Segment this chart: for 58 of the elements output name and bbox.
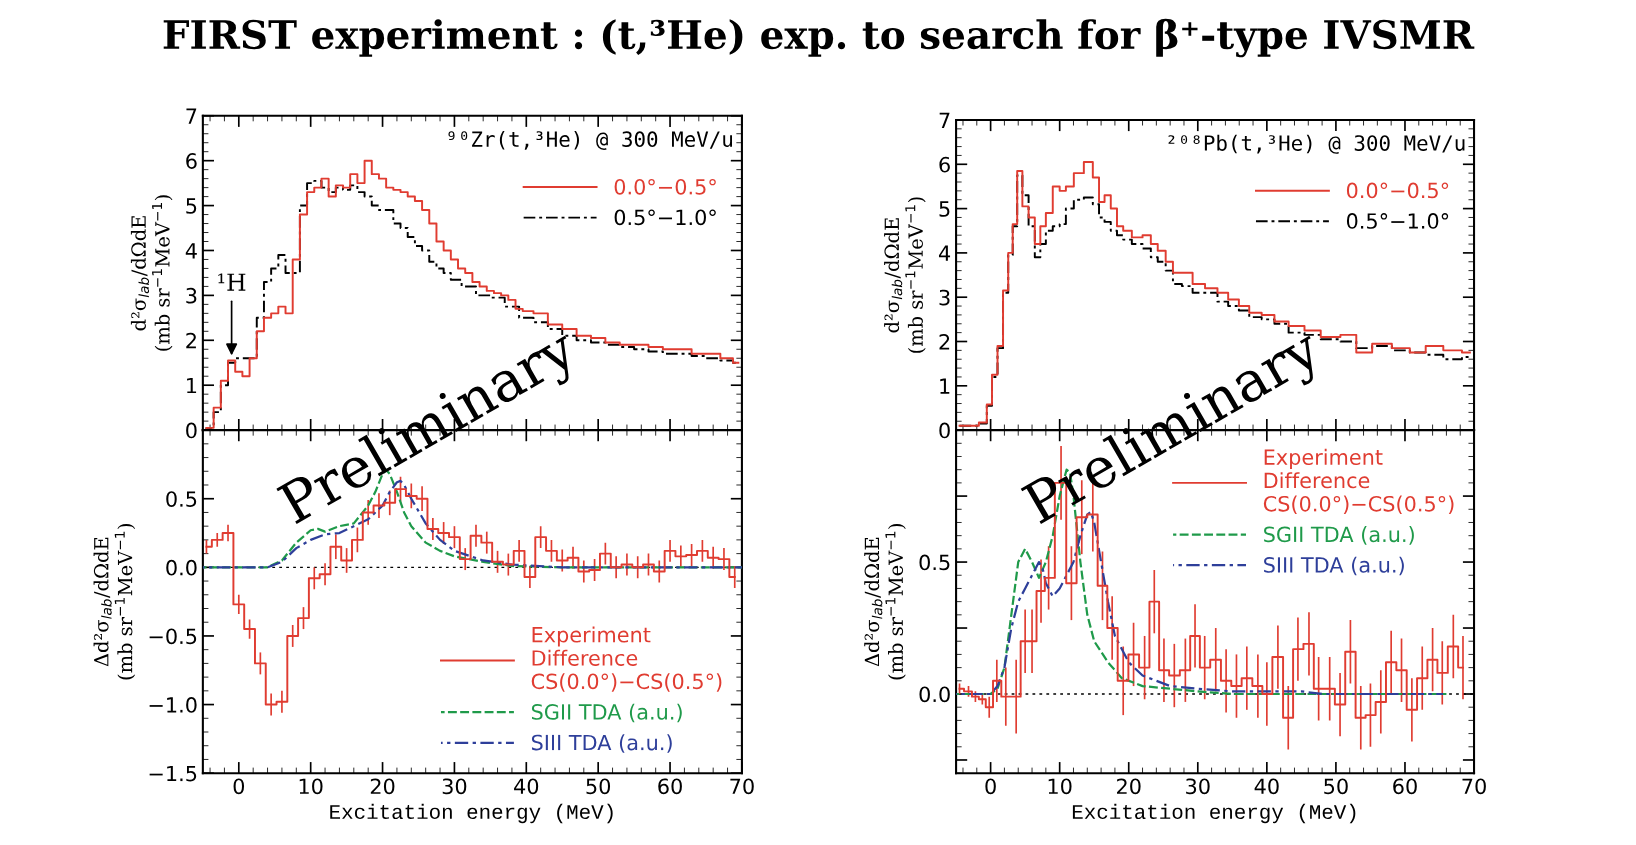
y-axis-title: Δd²σ$_{lab}$/dΩdE (mb sr$^{−1}$MeV$^{−1}$) <box>864 523 906 680</box>
y-axis-title: Δd²σ$_{lab}$/dΩdE (mb sr$^{−1}$MeV$^{−1}$) <box>93 523 136 680</box>
y-tick-label: 3 <box>939 289 950 306</box>
y-tick-label: 4 <box>938 245 951 261</box>
y-tick-label: 0.5 <box>919 554 950 571</box>
y-tick-label: 4 <box>185 243 197 259</box>
x-tick-label: 20 <box>1117 778 1141 795</box>
x-tick-label: 40 <box>514 778 539 795</box>
y-tick-label: 7 <box>939 112 950 128</box>
legend-label: 0.5°−1.0° <box>614 209 716 226</box>
legend-label: 0.0°−0.5° <box>1346 182 1449 199</box>
legend-label: 0.5°−1.0° <box>1346 213 1449 229</box>
y-tick-label: 3 <box>186 287 197 304</box>
x-tick-label: 30 <box>442 778 467 795</box>
legend-label: SIII TDA (a.u.) <box>531 734 672 753</box>
x-tick-label: 10 <box>1048 778 1072 795</box>
x-tick-label: 10 <box>299 778 323 795</box>
annotation: ¹H <box>218 273 246 291</box>
x-tick-label: 50 <box>586 778 611 795</box>
y-tick-label: 2 <box>939 333 950 350</box>
y-tick-label: 1 <box>187 377 197 394</box>
legend-label: 0.0°−0.5° <box>614 178 716 195</box>
y-tick-label: −1.5 <box>149 765 197 782</box>
y-axis-title: d²σ$_{lab}$/dΩdE (mb sr$^{−1}$MeV$^{−1}$) <box>884 197 926 353</box>
legend-label: SIII TDA (a.u.) <box>1264 556 1404 576</box>
x-tick-label: 30 <box>1186 778 1210 795</box>
x-tick-label: 50 <box>1324 778 1348 795</box>
legend-label: SGII TDA (a.u.) <box>1264 526 1414 545</box>
x-tick-label: 60 <box>658 778 682 795</box>
y-tick-label: −0.5 <box>149 628 197 645</box>
x-axis-title: Excitation energy (MeV) <box>330 803 613 824</box>
y-tick-label: 0.0 <box>919 686 950 703</box>
chart-title: FIRST experiment : (t,³He) exp. to search for β⁺-type IVSMR <box>163 18 1475 58</box>
y-tick-label: 5 <box>939 201 950 217</box>
x-tick-label: 0 <box>233 778 245 795</box>
x-tick-label: 60 <box>1393 778 1417 795</box>
text: ²⁰⁸Pb(t,³He) @ 300 MeV/u <box>1168 134 1465 154</box>
legend-label: SGII TDA (a.u.) <box>531 703 682 723</box>
y-tick-label: 2 <box>186 332 196 349</box>
x-tick-label: 70 <box>1462 778 1486 795</box>
y-axis-title: d²σ$_{lab}$/dΩdE (mb sr$^{−1}$MeV$^{−1}$) <box>130 195 173 351</box>
y-tick-label: 0.0 <box>166 559 197 576</box>
y-tick-label: 5 <box>186 198 197 214</box>
y-tick-label: 6 <box>939 156 950 173</box>
y-tick-label: 0 <box>939 422 950 439</box>
y-tick-label: 7 <box>186 108 197 124</box>
x-tick-label: 70 <box>730 778 754 795</box>
y-tick-label: 0 <box>186 422 197 439</box>
legend-label: Experiment Difference CS(0.0°)−CS(0.5°) <box>531 626 722 692</box>
y-tick-label: −1.0 <box>149 697 197 713</box>
x-tick-label: 0 <box>985 778 996 795</box>
x-tick-label: 40 <box>1254 778 1279 795</box>
y-tick-label: 0.5 <box>166 491 197 507</box>
y-tick-label: 6 <box>186 153 197 169</box>
x-tick-label: 20 <box>370 778 395 795</box>
x-axis-title: Excitation energy (MeV) <box>1072 803 1356 824</box>
text: ⁹⁰Zr(t,³He) @ 300 MeV/u <box>448 130 732 150</box>
y-tick-label: 1 <box>940 378 950 394</box>
